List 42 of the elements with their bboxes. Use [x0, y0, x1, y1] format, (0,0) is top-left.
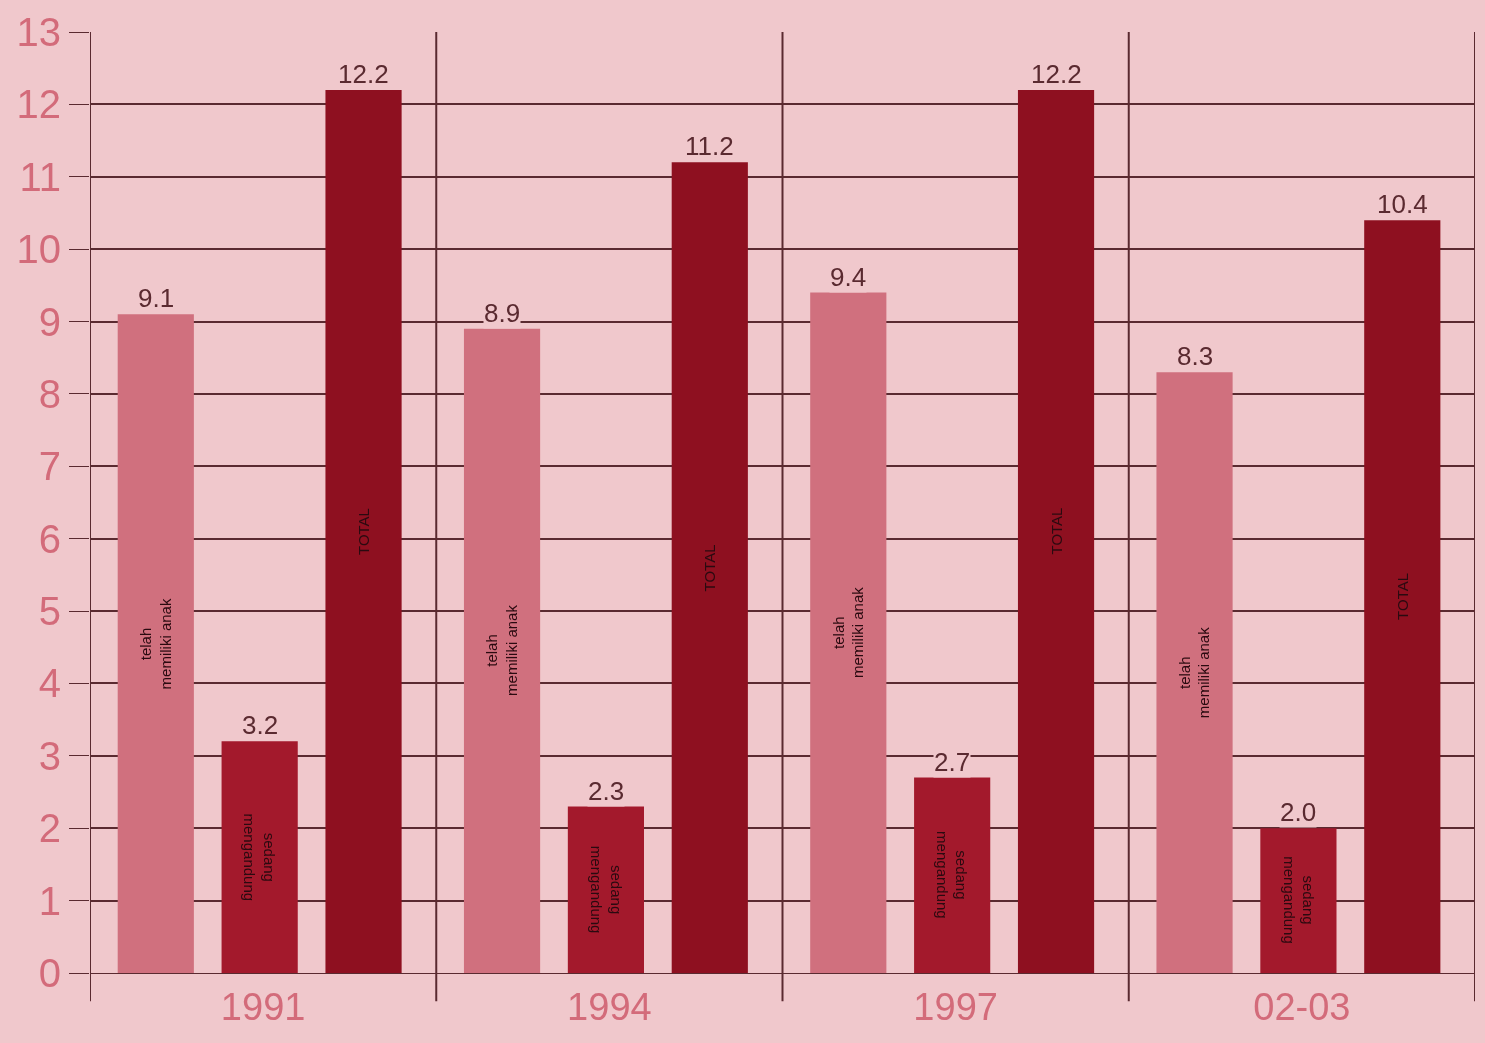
- y-tick-label: 10: [16, 227, 61, 272]
- text: 9.1: [138, 283, 175, 313]
- y-tick-label: 7: [38, 444, 61, 489]
- x-tick-label: 02-03: [1253, 985, 1351, 1028]
- y-tick-label: 13: [16, 10, 61, 54]
- text: 9.4: [830, 262, 867, 292]
- text: sedang mengandung: [933, 831, 971, 919]
- text: TOTAL: [1393, 572, 1411, 620]
- text: 8.3: [1177, 341, 1214, 371]
- text: sedang mengandung: [1280, 856, 1318, 944]
- text: 2.0: [1280, 797, 1317, 827]
- series-label: sedang mengandung: [588, 845, 625, 934]
- y-tick-label: 12: [16, 82, 61, 127]
- x-tick-label: 1991: [220, 985, 306, 1028]
- text: telah memiliki anak: [829, 587, 866, 679]
- text: telah memiliki anak: [137, 598, 174, 690]
- y-tick-label: 9: [38, 299, 61, 344]
- y-tick-label: 1: [38, 878, 61, 923]
- y-tick-label: 3: [38, 733, 61, 778]
- text: sedang mengandung: [241, 813, 278, 902]
- text: 3.2: [242, 710, 279, 740]
- x-tick-label: 1997: [913, 985, 998, 1028]
- y-tick-label: 2: [38, 806, 61, 851]
- y-tick-label: 8: [38, 371, 61, 416]
- text: 11.2: [685, 131, 734, 161]
- text: 12.2: [338, 59, 389, 89]
- y-tick-label: 0: [38, 951, 61, 995]
- y-tick-label: 5: [38, 589, 61, 634]
- text: 8.9: [484, 298, 521, 328]
- text: 2.3: [588, 776, 625, 806]
- y-tick-label: 4: [38, 661, 61, 706]
- y-tick-label: 6: [38, 516, 61, 561]
- text: 10.4: [1377, 189, 1428, 219]
- series-label: TOTAL: [701, 544, 719, 592]
- text: telah memiliki anak: [1175, 627, 1213, 719]
- text: TOTAL: [355, 508, 373, 555]
- text: TOTAL: [1047, 507, 1065, 555]
- y-tick-label: 11: [19, 154, 61, 199]
- text: 12.2: [1031, 59, 1082, 89]
- series-label: telah memiliki anak: [483, 604, 520, 696]
- x-tick-label: 1994: [567, 985, 652, 1028]
- text: 2.7: [934, 747, 971, 777]
